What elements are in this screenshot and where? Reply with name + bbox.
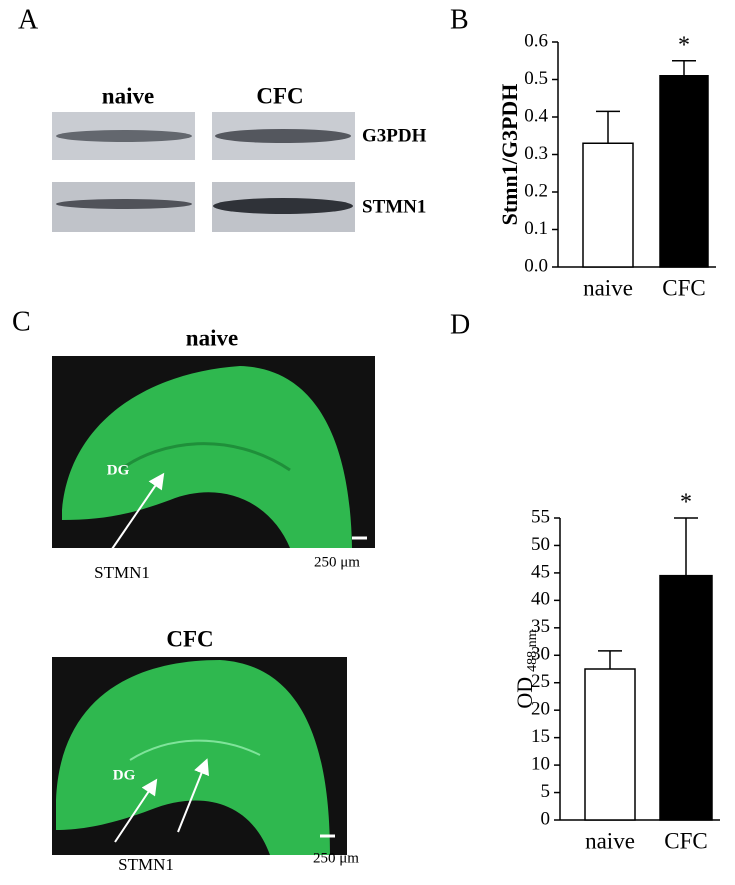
blot-row: G3PDH	[362, 125, 427, 146]
bar	[584, 668, 636, 821]
y-tick-label: 0.1	[524, 218, 548, 239]
y-tick-label: 30	[531, 644, 550, 665]
y-tick-label: 5	[541, 781, 551, 802]
band	[215, 129, 351, 143]
band	[56, 130, 192, 142]
y-axis-label-subscript: 488 nm	[525, 629, 540, 672]
bar	[659, 75, 709, 268]
blot-row: STMN1	[362, 196, 426, 217]
y-tick-label: 0.6	[524, 30, 548, 51]
blot-column: naive	[102, 83, 154, 108]
band	[56, 199, 192, 209]
micrograph-title: CFC	[166, 626, 213, 651]
blot-column: CFC	[256, 83, 303, 108]
panel-label: B	[450, 4, 469, 35]
tissue	[62, 366, 352, 548]
y-tick-label: 0.4	[524, 105, 548, 126]
y-axis-label: OD 488 nm	[512, 629, 540, 708]
y-tick-label: 0.0	[524, 255, 548, 276]
panel-label: A	[18, 4, 39, 35]
y-tick-label: 20	[531, 699, 550, 720]
tissue	[56, 660, 330, 855]
y-tick-label: 0.5	[524, 68, 548, 89]
y-tick-label: 25	[531, 671, 550, 692]
x-tick-label: naive	[583, 275, 633, 300]
x-tick-label: CFC	[662, 275, 705, 300]
arrow	[114, 778, 158, 843]
arrow	[177, 758, 209, 833]
tissue-detail	[119, 442, 291, 472]
y-tick-label: 0.2	[524, 180, 548, 201]
y-tick-label: 45	[531, 561, 550, 582]
scale-label: 250 μm	[313, 850, 359, 866]
marker-label: STMN1	[118, 855, 174, 874]
panel-label: C	[12, 306, 31, 337]
y-tick-label: 55	[531, 506, 550, 527]
y-tick-label: 35	[531, 616, 550, 637]
y-tick-label: 0.3	[524, 143, 548, 164]
bar	[659, 574, 713, 821]
bar	[582, 142, 634, 268]
y-tick-label: 10	[531, 753, 550, 774]
y-tick-label: 40	[531, 589, 550, 610]
x-tick-label: naive	[585, 828, 635, 853]
panel-label: D	[450, 309, 470, 340]
y-axis-label: Stmn1/G3PDH	[497, 84, 522, 226]
arrow	[109, 472, 165, 553]
y-tick-label: 50	[531, 534, 550, 555]
y-axis-label-text: OD	[512, 677, 537, 709]
x-tick-label: CFC	[664, 828, 707, 853]
band	[213, 198, 353, 214]
scale-label: 250 μm	[314, 554, 360, 570]
marker-label: STMN1	[94, 563, 150, 582]
region-label: DG	[113, 767, 136, 783]
y-tick-label: 0	[541, 808, 551, 829]
micrograph-title: naive	[186, 325, 238, 350]
annotation: *	[680, 490, 692, 516]
annotation: *	[678, 32, 690, 58]
y-tick-label: 15	[531, 726, 550, 747]
region-label: DG	[107, 462, 130, 478]
y-axis-label-text: Stmn1/G3PDH	[497, 84, 522, 226]
tissue-detail	[129, 739, 261, 761]
